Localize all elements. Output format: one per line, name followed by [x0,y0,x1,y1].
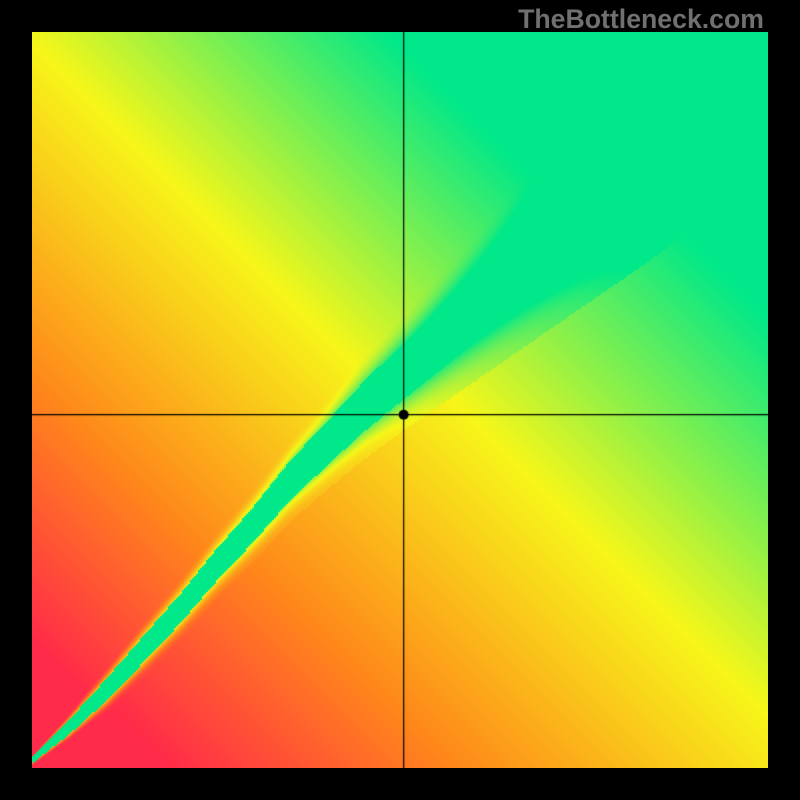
attribution-label: TheBottleneck.com [518,4,764,35]
heatmap-plot [32,32,768,768]
crosshair-overlay [32,32,768,768]
chart-frame: TheBottleneck.com [0,0,800,800]
